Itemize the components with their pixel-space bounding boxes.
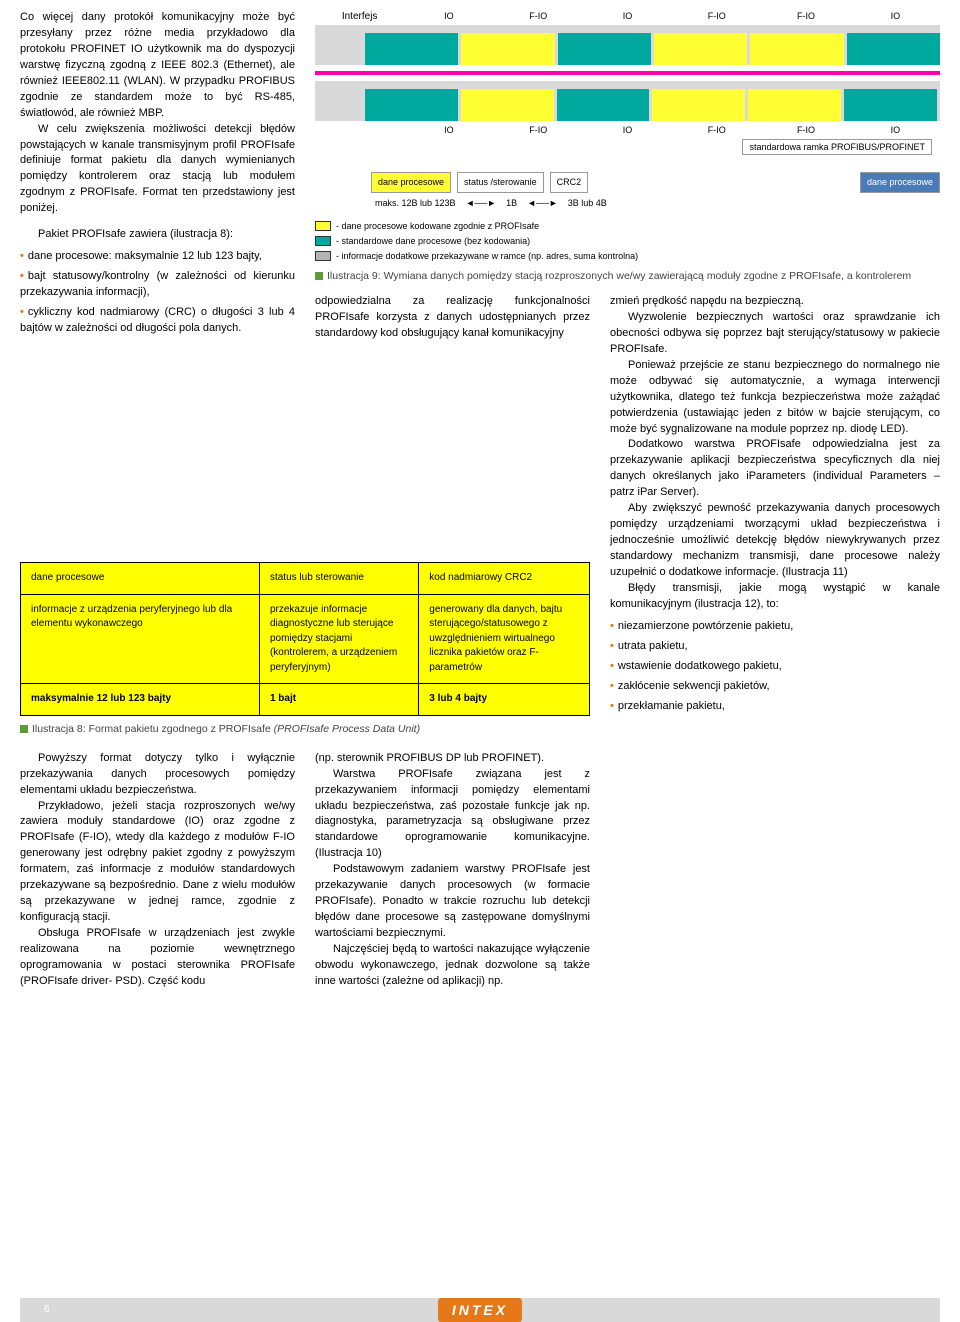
td: generowany dla danych, bajtu sterującego… [419,594,590,684]
bullet-text: przekłamanie pakietu, [618,700,725,712]
td: 3 lub 4 bajty [419,684,590,716]
td: informacje z urządzenia peryferyjnego lu… [21,594,260,684]
th: status lub sterowanie [259,563,418,595]
bullet-text: cykliczny kod nadmiarowy (CRC) o długośc… [20,306,295,334]
callout: CRC2 [550,172,589,193]
bullet-list: •niezamierzone powtórzenie pakietu, •utr… [610,619,940,715]
para: zmień prędkość napędu na bezpieczną. [610,294,940,310]
para: Powyższy format dotyczy tylko i wyłączni… [20,751,295,799]
table-8: dane procesowe status lub sterowanie kod… [20,562,590,716]
para: Warstwa PROFIsafe związana jest z przeka… [315,767,590,863]
d9-legend: - dane procesowe kodowane zgodnie z PROF… [315,220,940,263]
below-table-left: Powyższy format dotyczy tylko i wyłączni… [20,751,295,990]
para: Ponieważ przejście ze stanu bezpiecznego… [610,358,940,438]
bullet-text: zakłócenie sekwencji pakietów, [618,680,770,692]
d9-magenta-line [315,71,940,75]
bullet-text: dane procesowe: maksymalnie 12 lub 123 b… [28,250,262,262]
para: W celu zwiększenia możliwości detekcji b… [20,122,295,218]
logo: INTEX [438,1298,522,1322]
td: maksymalnie 12 lub 123 bajty [21,684,260,716]
para: (np. sterownik PROFIBUS DP lub PROFINET)… [315,751,590,767]
para: Błędy transmisji, jakie mogą wystąpić w … [610,581,940,613]
para: Podstawowym zadaniem warstwy PROFIsafe j… [315,862,590,942]
para: Najczęściej będą to wartości nakazujące … [315,942,590,990]
label: standardowa ramka PROFIBUS/PROFINET [742,139,932,155]
callout: dane procesowe [371,172,451,193]
para: Wyzwolenie bezpiecznych wartości oraz sp… [610,310,940,358]
callout: dane procesowe [860,172,940,193]
caption-8: Ilustracja 8: Format pakietu zgodnego z … [20,722,620,737]
para: Dodatkowo warstwa PROFIsafe odpowiedzial… [610,437,940,501]
para: odpowiedzialna za realizację funkcjonaln… [315,294,590,342]
bullet-text: utrata pakietu, [618,640,688,652]
td: przekazuje informacje diagnostyczne lub … [259,594,418,684]
footer: 6 INTEX [20,1298,940,1322]
td: 1 bajt [259,684,418,716]
caption-9: Ilustracja 9: Wymiana danych pomiędzy st… [315,269,940,284]
below-table-mid: (np. sterownik PROFIBUS DP lub PROFINET)… [315,751,590,990]
para: Przykładowo, jeżeli stacja rozproszonych… [20,799,295,927]
d9-top-bar [315,25,940,65]
th: dane procesowe [21,563,260,595]
page-number: 6 [44,1303,50,1318]
para: Co więcej dany protokół komunikacyjny mo… [20,10,295,122]
bullet-text: bajt statusowy/kontrolny (w zależności o… [20,270,295,298]
right-column: zmień prędkość napędu na bezpieczną. Wyz… [610,294,940,718]
para: Aby zwiększyć pewność przekazywania dany… [610,501,940,581]
th: kod nadmiarowy CRC2 [419,563,590,595]
label: Interfejs [315,10,404,25]
bullet-list: •dane procesowe: maksymalnie 12 lub 123 … [20,249,295,337]
bullet-text: niezamierzone powtórzenie pakietu, [618,620,794,632]
para: Obsługa PROFIsafe w urządzeniach jest zw… [20,926,295,990]
diagram-9: Interfejs IOF-IOIOF-IOF-IOIO [315,10,940,284]
para: Pakiet PROFIsafe zawiera (ilustracja 8): [20,227,295,243]
bullet-text: wstawienie dodatkowego pakietu, [618,660,782,672]
callout: status /sterowanie [457,172,544,193]
d9-bottom-bar [315,81,940,121]
